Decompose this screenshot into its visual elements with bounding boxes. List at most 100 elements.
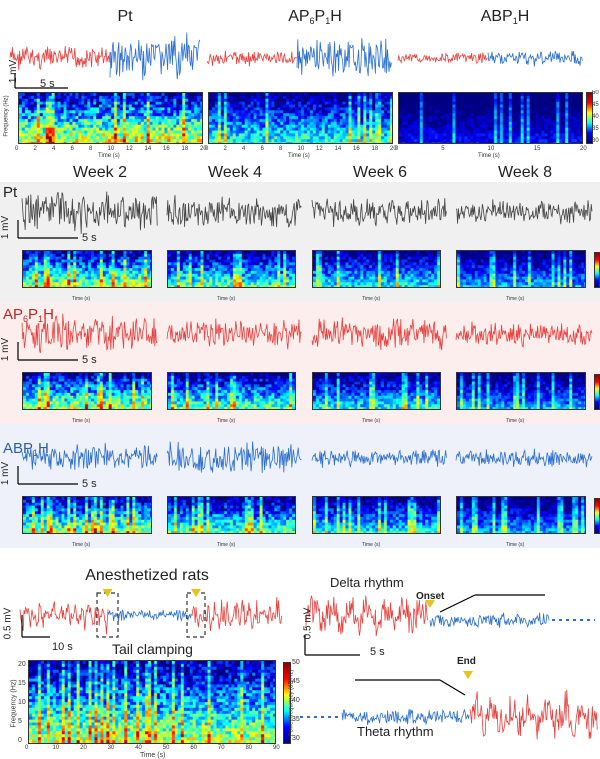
- top-spec-tick: 10: [487, 146, 495, 152]
- top-cbar-tick: 30: [592, 138, 599, 144]
- top-spec-tick: 20: [580, 146, 587, 152]
- clamp-marker: [102, 589, 113, 597]
- top-spec-tick: 8: [279, 146, 283, 152]
- top-spec-xlabel-3: Time (s): [478, 153, 500, 159]
- week-scale-v-label: 1 mV: [0, 215, 12, 240]
- top-cbar-tick: 45: [592, 102, 599, 108]
- top-spec-tick: 4: [52, 146, 56, 152]
- bottom-spectrogram: [28, 660, 276, 744]
- bottom-trace-blue: [107, 609, 192, 622]
- week-spec-xlabel: Time (s): [362, 296, 381, 302]
- top-spec-tick: 18: [181, 146, 189, 152]
- top-spectrogram-ap: [208, 92, 393, 144]
- week-spectrogram: [167, 250, 296, 288]
- theta-trace-blue: [341, 708, 470, 726]
- top-spectrogram-pt: [18, 92, 203, 144]
- top-spec-tick: 16: [163, 146, 170, 152]
- week-trace: [455, 448, 593, 468]
- bottom-colorbar: [283, 662, 291, 744]
- delta-rhythm-label: Delta rhythm: [330, 575, 404, 590]
- top-spec-tick: 6: [260, 146, 264, 152]
- top-spec-tick: 8: [89, 146, 93, 152]
- week-spec-xlabel: Time (s): [362, 418, 381, 424]
- week-spectrogram: [22, 250, 152, 288]
- top-spec-tick: 20: [390, 146, 397, 152]
- top-spec-tick: 10: [297, 146, 305, 152]
- bottom-spec-xtick: 20: [80, 745, 87, 751]
- bottom-spec-ytick: 5: [18, 718, 22, 725]
- week-colorbar: [594, 498, 600, 534]
- bottom-spec-ytick: 20: [18, 661, 26, 668]
- title-pt: Pt: [117, 8, 133, 25]
- bottom-spec-xtick: 60: [190, 745, 198, 751]
- week-spectrogram: [22, 496, 152, 534]
- week-scale-v-label: 1 mV: [0, 337, 12, 362]
- top-spec-tick: 5: [441, 146, 445, 152]
- top-spec-tick: 16: [353, 146, 360, 152]
- bottom-spec-xtick: 30: [107, 745, 115, 751]
- theta-rhythm-label: Theta rhythm: [357, 724, 434, 739]
- bottom-scale-t: 10 s: [52, 641, 73, 653]
- top-spec-tick: 0: [395, 146, 399, 152]
- week-spec-xlabel: Time (s): [506, 418, 525, 424]
- bottom-trace: [19, 589, 282, 638]
- bottom-cbar-tick: 40: [292, 697, 300, 704]
- bottom-cbar-tick: 45: [292, 678, 300, 685]
- week-spectrogram: [312, 372, 441, 410]
- bottom-cbar-tick: 30: [292, 735, 300, 742]
- trace-pt-blue: [109, 32, 200, 81]
- week-spectrogram: [312, 496, 441, 534]
- bottom-spec-ytick: 0: [18, 737, 22, 744]
- week-spectrogram: [456, 250, 586, 288]
- tail-clamping-caption: Tail clamping: [112, 641, 193, 657]
- top-scale-t: 5 s: [40, 78, 55, 90]
- top-colorbar: [586, 92, 593, 144]
- bottom-spec-xtick: 10: [52, 745, 60, 751]
- top-spec-xlabel-1: Time (s): [98, 153, 120, 159]
- week-6-title: Week 6: [353, 164, 407, 181]
- week-spec-xlabel: Time (s): [72, 542, 91, 548]
- week-trace: [455, 199, 593, 225]
- top-spec-tick: 12: [126, 146, 133, 152]
- week-trace: [21, 313, 158, 354]
- week-spec-xlabel: Time (s): [362, 542, 381, 548]
- week-spec-xlabel: Time (s): [217, 418, 236, 424]
- week-2-title: Week 2: [73, 164, 127, 181]
- onset-marker: [425, 600, 435, 608]
- trace-abp-blue: [487, 50, 583, 67]
- bottom-trace-red-2: [191, 597, 282, 632]
- onset-label: Onset: [416, 591, 445, 602]
- top-spec-tick: 14: [144, 146, 152, 152]
- week-spec-xlabel: Time (s): [72, 296, 91, 302]
- week-4-title: Week 4: [208, 164, 262, 181]
- bottom-spec-xtick: 80: [245, 745, 253, 751]
- top-spec-ylabel: Frequency (Hz): [3, 95, 10, 137]
- end-label: End: [457, 656, 476, 667]
- week-spec-xlabel: Time (s): [506, 542, 525, 548]
- end-bracket-right: [439, 679, 466, 696]
- week-spectrogram: [167, 372, 296, 410]
- week-spec-xlabel: Time (s): [72, 418, 91, 424]
- top-spec-tick: 15: [533, 146, 541, 152]
- bottom-spec-xtick: 70: [217, 745, 225, 751]
- week-spectrogram: [22, 372, 152, 410]
- delta-trace-blue: [429, 612, 550, 628]
- top-spec-tick: 12: [316, 146, 323, 152]
- week-colorbar: [594, 252, 600, 288]
- week-scale-v-label: 1 mV: [0, 461, 12, 486]
- top-spec-tick: 18: [371, 146, 379, 152]
- title-abp1h: ABP1H: [480, 8, 530, 26]
- bottom-spec-ytick: 15: [18, 680, 26, 687]
- week-spectrogram: [456, 372, 586, 410]
- top-spec-tick: 20: [200, 146, 207, 152]
- week-traces: [17, 191, 593, 485]
- week-spec-xlabel: Time (s): [217, 296, 236, 302]
- week-trace: [21, 191, 158, 234]
- week-spectrogram: [312, 250, 441, 288]
- top-traces: [9, 32, 583, 89]
- top-scale-v: 1 mV: [8, 59, 20, 84]
- trace-pt-red: [9, 46, 111, 71]
- week-scale-t-label: 5 s: [82, 232, 97, 244]
- top-spec-tick: 4: [242, 146, 246, 152]
- week-trace: [166, 318, 302, 350]
